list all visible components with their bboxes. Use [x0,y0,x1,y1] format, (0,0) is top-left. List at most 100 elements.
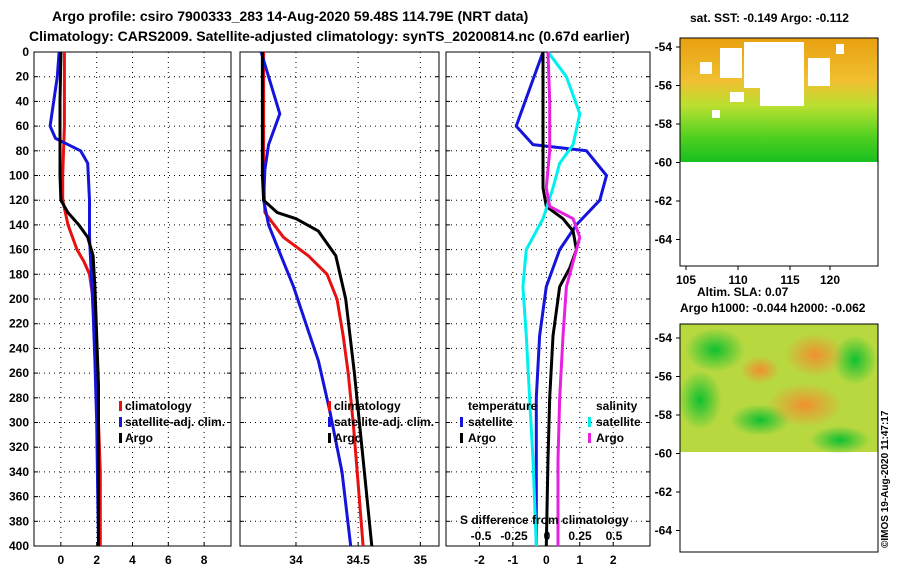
map-ytick-label: -60 [655,447,673,461]
temp-xtick-label: 6 [165,553,172,567]
sal-xtick-label: 34 [289,553,303,567]
depth-tick-label: 60 [16,119,30,133]
depth-tick-label: 240 [9,341,29,355]
temp-xtick-label: 8 [201,553,208,567]
temp-xtick-label: 2 [93,553,100,567]
sal-xtick-label: 35 [414,553,428,567]
temp-series-satellite-adj-clim- [48,51,100,547]
diff-legend-salinity-label: Argo [596,431,624,445]
diff-legend-temperature-label: satellite [468,415,513,429]
depth-tick-label: 100 [9,169,29,183]
diff-legend-temperature-swatch [460,417,463,427]
map-ytick-label: -58 [655,408,673,422]
temp-legend-label: climatology [125,399,192,413]
depth-tick-label: 160 [9,243,29,257]
figure-title-line2: Climatology: CARS2009. Satellite-adjuste… [29,28,630,44]
depth-tick-label: 120 [9,193,29,207]
sst-map: sat. SST: -0.149 Argo: -0.112 -54 -56 -58 -… [655,11,879,287]
sst-map-title: sat. SST: -0.149 Argo: -0.112 [690,11,849,25]
diff-xtick-label: 0 [543,553,550,567]
map-ytick-label: -64 [655,524,673,538]
map-xtick-label: 115 [780,273,800,287]
depth-tick-label: 280 [9,391,29,405]
depth-tick-label: 300 [9,416,29,430]
diff-legend-salinity-label: satellite [596,415,641,429]
temperature-panel: 0204060801001201401601802002202402602803… [9,45,232,567]
sla-map-title2: Argo h1000: -0.044 h2000: -0.062 [680,301,866,315]
depth-tick-label: 140 [9,218,29,232]
diff-xtick-label: 2 [610,553,617,567]
sal-xtick-label: 34.5 [346,553,370,567]
diff-legend-temperature-swatch [460,433,463,443]
depth-tick-label: 260 [9,366,29,380]
sla-map-title1: Altim. SLA: 0.07 [697,285,789,299]
map-ytick-label: -64 [655,233,673,247]
difference-panel: -2 -1 0 1 2 temperature satellite Argo salinity s… [445,51,651,567]
diff-xtick-label: -1 [508,553,519,567]
diff-s-tick-label: -0.5 [471,529,492,543]
depth-tick-label: 40 [16,94,30,108]
temp-legend-label: Argo [125,431,153,445]
figure-title-line1: Argo profile: csiro 7900333_283 14-Aug-2… [52,8,528,24]
sal-series-argo [260,52,374,547]
map-ytick-label: -54 [655,40,673,54]
sal-frame [239,51,440,547]
sst-map-xticks: 105 110 115 120 [676,266,840,287]
sla-map-frame [679,323,879,553]
temp-xtick-label: 4 [129,553,136,567]
sla-map-yticks: -54 -56 -58 -60 -62 -64 [655,331,680,538]
temp-series-argo [58,51,100,546]
depth-tick-label: 180 [9,267,29,281]
sla-map: Altim. SLA: 0.07 Argo h1000: -0.044 h200… [655,285,879,553]
sal-legend-label: Argo [334,431,362,445]
sst-map-yticks: -54 -56 -58 -60 -62 -64 [655,40,680,247]
temp-legend-swatch [119,401,122,411]
diff-s-tick-label: 0 [544,529,551,543]
sst-map-missing-data [700,42,844,118]
diff-series-salinity-argo [544,51,582,546]
map-ytick-label: -58 [655,117,673,131]
diff-legend-temperature-title: temperature [468,399,538,413]
diff-xtick-label: 1 [576,553,583,567]
sal-legend-swatch [328,433,331,443]
temp-frame [33,51,232,547]
sal-legend-swatch [328,417,331,427]
sst-map-frame [679,37,879,267]
watermark: ©IMOS 19-Aug-2020 11:47:17 [880,410,891,548]
salinity-panel: 34 34.5 35 climatology satellite-adj. clim. A… [239,51,440,567]
map-ytick-label: -62 [655,485,673,499]
diff-legend-salinity-swatch [588,433,591,443]
depth-tick-label: 200 [9,292,29,306]
temp-xtick-label: 0 [58,553,65,567]
diff-series-salinity-satellite [521,51,582,547]
depth-tick-label: 80 [16,144,30,158]
depth-tick-label: 320 [9,440,29,454]
sal-legend-label: climatology [334,399,401,413]
map-ytick-label: -60 [655,156,673,170]
diff-s-tick-label: 0.5 [606,529,623,543]
sal-legend-swatch [328,401,331,411]
sla-map-anomaly-blobs [678,328,877,454]
map-xtick-label: 105 [676,273,696,287]
temp-legend-swatch [119,417,122,427]
diff-legend-temperature-label: Argo [468,431,496,445]
map-xtick-label: 110 [728,273,748,287]
diff-s-axis-label: S difference from climatology [460,513,629,527]
depth-tick-label: 20 [16,70,30,84]
depth-tick-label: 0 [22,45,29,59]
diff-s-tick-label: 0.25 [568,529,592,543]
depth-tick-label: 380 [9,514,29,528]
map-ytick-label: -54 [655,331,673,345]
diff-legend-salinity-title: salinity [596,399,638,413]
map-ytick-label: -56 [655,370,673,384]
map-ytick-label: -56 [655,79,673,93]
depth-tick-label: 340 [9,465,29,479]
temp-legend-label: satellite-adj. clim. [125,415,225,429]
diff-series-temperature-argo [541,52,578,547]
diff-series-temperature-satellite [514,51,608,546]
depth-tick-label: 220 [9,317,29,331]
map-xtick-label: 120 [820,273,840,287]
depth-tick-label: 360 [9,490,29,504]
